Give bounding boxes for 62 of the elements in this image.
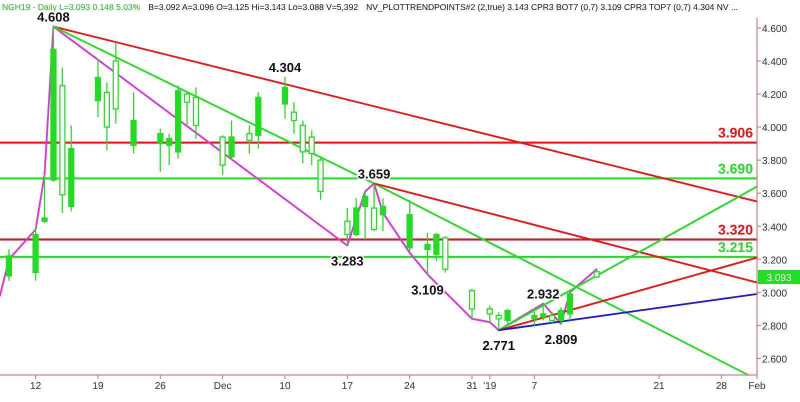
y-tick-label: 3.400 [762,222,788,234]
x-tick-label: '19 [483,381,497,392]
text: NV_PLOTTRENDPOINTS#2 (2,true) 3.143 CPR3 BOT7 (0,7) 3.109 CPR3 TOP7 (0,7) 4.304 NV ... [366,2,738,12]
candlestick [362,190,368,240]
y-tick-label: 3.600 [762,189,788,200]
x-tick-label: 31 [466,381,478,392]
x-tick-label: 19 [92,381,104,392]
candlestick [549,312,556,324]
x-tick-label: Feb [748,381,766,392]
x-tick-label: 12 [30,381,42,392]
chart-title: NGH19 - Daily L=3.093 0.148 5.03% [2,2,141,12]
annotation: 3.659 [358,166,390,182]
annotation: 4.304 [268,60,302,75]
candlestick [566,290,574,322]
candlestick [504,308,511,326]
candlestick [166,133,172,166]
x-tick-label: 21 [653,381,666,392]
ref-line-label: 3.215 [718,238,754,255]
candlestick [157,128,164,172]
chart-subtitle: B=3.092 A=3.096 O=3.125 Hi=3.143 Lo=3.088 V=5,392 [148,2,358,12]
candlestick [282,76,288,120]
candlestick [290,102,297,134]
candlestick [344,207,350,246]
annotation: 2.932 [526,286,560,302]
candlestick [486,304,493,323]
y-tick-label: 4.200 [762,90,788,102]
y-tick-label: 4.600 [762,24,788,35]
candlestick [558,306,564,325]
line-series [0,26,598,332]
x-tick-label: 24 [404,381,416,392]
x-tick-label: 10 [279,381,291,392]
y-tick-label: 2.600 [762,354,788,366]
y-tick-label: 4.000 [762,123,788,134]
candlestick [184,90,190,126]
candlestick [370,182,378,232]
candlestick [380,198,386,232]
ref-line-label: 3.690 [718,160,754,176]
y-tick-label: 3.000 [762,288,788,300]
y-tick-label: 3.200 [762,255,788,266]
candlestick [94,58,102,118]
ref-line-label: 3.320 [718,221,754,238]
annotation: 2.809 [544,332,578,347]
x-tick-label: 28 [716,381,728,392]
candlestick [531,312,538,326]
text: 3.093 [766,272,792,284]
x-tick-label: Dec [214,381,232,392]
annotation: 3.283 [331,254,364,269]
candlestick [308,130,315,166]
candlestick [228,120,235,161]
ref-line-label: 3.906 [718,124,754,141]
x-tick-label: 26 [154,381,166,392]
y-tick-label: 4.400 [762,56,788,68]
candlestick [594,268,600,278]
annotation: 2.771 [482,338,516,354]
y-tick-label: 3.800 [762,156,788,168]
annotation: 3.109 [411,282,444,298]
candlestick [468,288,476,322]
y-tick-label: 2.800 [762,321,788,332]
candlestick [540,303,546,322]
x-tick-label: 17 [342,381,354,392]
candlestick [246,124,252,154]
x-tick-label: 7 [532,381,538,392]
